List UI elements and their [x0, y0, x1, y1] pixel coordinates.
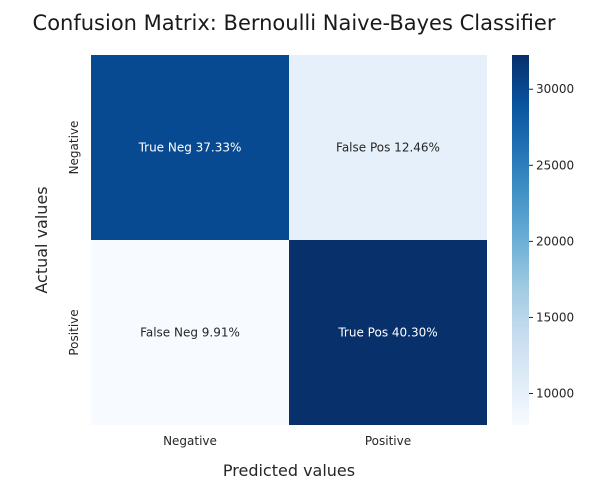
cell-annotation-1-0: False Neg 9.91%	[140, 326, 240, 340]
chart-title: Confusion Matrix: Bernoulli Naive-Bayes …	[33, 11, 556, 35]
colorbar-tick-labels: 10000 15000 20000 25000 30000	[529, 82, 574, 401]
heatmap-cell-1-1	[289, 240, 487, 425]
x-tick-label: Negative	[163, 434, 217, 448]
y-tick-label: Positive	[67, 309, 81, 355]
x-axis-label: Predicted values	[223, 461, 355, 480]
y-axis-label: Actual values	[32, 186, 51, 293]
heatmap-cell-0-1	[289, 55, 487, 240]
cell-annotation-0-1: False Pos 12.46%	[336, 141, 440, 155]
heatmap-cell-1-0	[91, 240, 289, 425]
y-tick-labels: Negative Positive	[67, 121, 81, 356]
colorbar-tick-label: 15000	[536, 310, 574, 324]
colorbar-tick-label: 10000	[536, 387, 574, 401]
colorbar-tick-label: 25000	[536, 158, 574, 172]
colorbar-tick-label: 30000	[536, 82, 574, 96]
cell-annotation-1-1: True Pos 40.30%	[337, 326, 437, 340]
colorbar-tick-label: 20000	[536, 234, 574, 248]
x-tick-label: Positive	[365, 434, 411, 448]
x-tick-labels: Negative Positive	[163, 434, 411, 448]
colorbar	[512, 55, 529, 425]
heatmap-cell-0-0	[91, 55, 289, 240]
cell-annotations: True Neg 37.33% False Pos 12.46% False Neg…	[138, 141, 440, 340]
heatmap-cells	[91, 55, 487, 425]
y-tick-label: Negative	[67, 121, 81, 175]
cell-annotation-0-0: True Neg 37.33%	[138, 141, 242, 155]
